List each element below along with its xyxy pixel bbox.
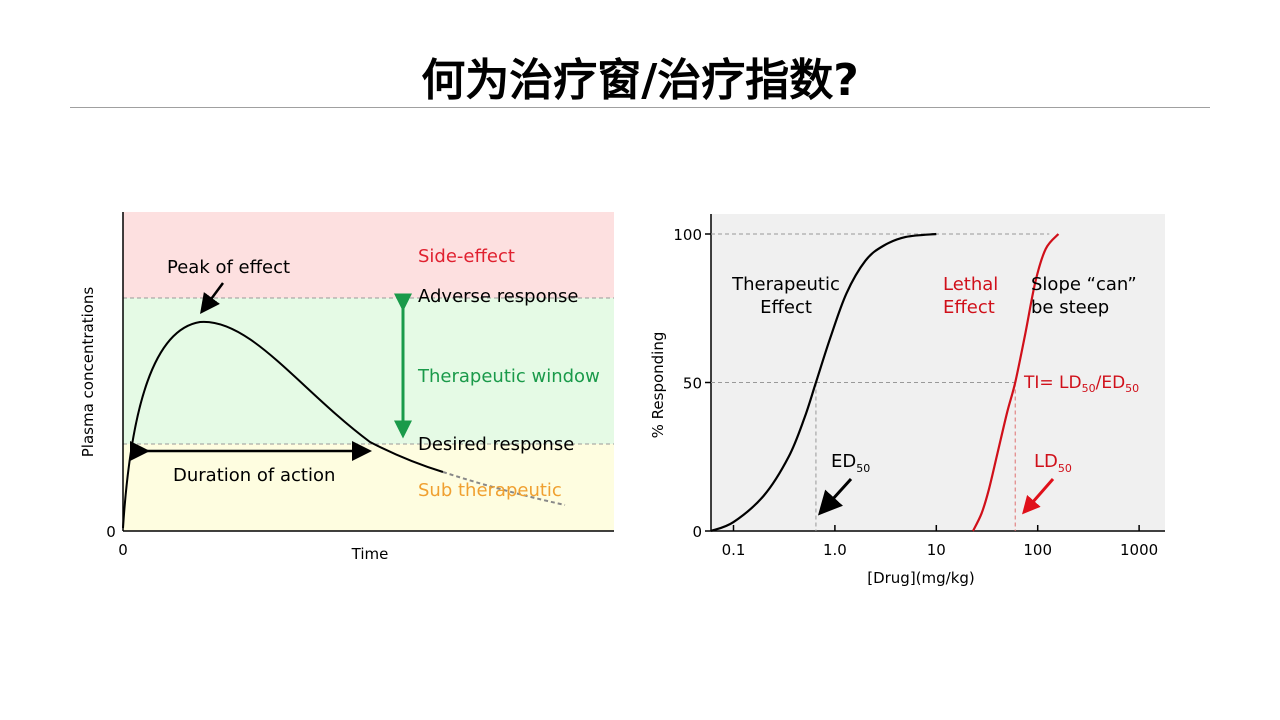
left-x-axis-label: Time	[351, 545, 389, 563]
therapeutic-window-diagram: Side-effect Adverse response Therapeutic…	[79, 212, 614, 563]
left-origin-x-label: 0	[118, 541, 128, 559]
sub-therapeutic-label: Sub therapeutic	[418, 480, 562, 501]
left-y-axis-label: Plasma concentrations	[79, 287, 97, 458]
slope-note-line2: be steep	[1031, 297, 1109, 318]
chart-plot-area	[711, 214, 1165, 530]
x-tick-label: 10	[927, 541, 946, 559]
therapeutic-index-formula: TI= LD50/ED50	[1023, 373, 1139, 395]
side-effect-zone	[123, 212, 614, 298]
peak-arrow	[200, 282, 225, 315]
lethal-effect-label-line2: Effect	[943, 297, 995, 318]
desired-response-label: Desired response	[418, 434, 574, 455]
peak-of-effect-label: Peak of effect	[167, 257, 290, 278]
ld50-arrow	[1022, 478, 1055, 515]
ld50-label: LD50	[1034, 451, 1072, 475]
ed50-arrow	[817, 477, 853, 516]
ed50-label: ED50	[831, 451, 870, 475]
dose-response-chart: 0 50 100 0.1 1.0 10 100 1000 % Responding [Drug…	[649, 214, 1165, 587]
x-tick-label: 1000	[1120, 541, 1158, 559]
y-tick-label: 50	[683, 375, 702, 393]
chart-x-axis-label: [Drug](mg/kg)	[867, 569, 975, 587]
lethal-effect-curve	[971, 233, 1060, 532]
title-divider	[70, 107, 1210, 108]
x-tick-label: 100	[1023, 541, 1052, 559]
slope-note-line1: Slope “can”	[1031, 274, 1137, 295]
x-tick-label: 1.0	[823, 541, 847, 559]
left-origin-y-label: 0	[106, 523, 116, 541]
y-tick-label: 0	[692, 523, 702, 541]
x-tick-label: 0.1	[722, 541, 746, 559]
slide-title: 何为治疗窗/治疗指数?	[421, 55, 859, 106]
adverse-response-label: Adverse response	[418, 286, 578, 307]
duration-of-action-label: Duration of action	[173, 465, 335, 486]
therapeutic-effect-label-line1: Therapeutic	[731, 274, 840, 295]
therapeutic-effect-label-line2: Effect	[760, 297, 812, 318]
concentration-curve	[122, 320, 444, 529]
therapeutic-effect-curve	[710, 232, 937, 533]
side-effect-label: Side-effect	[418, 246, 515, 267]
therapeutic-window-label: Therapeutic window	[417, 366, 600, 387]
lethal-effect-label-line1: Lethal	[943, 274, 998, 295]
chart-y-axis-label: % Responding	[649, 332, 667, 439]
y-tick-label: 100	[673, 226, 702, 244]
